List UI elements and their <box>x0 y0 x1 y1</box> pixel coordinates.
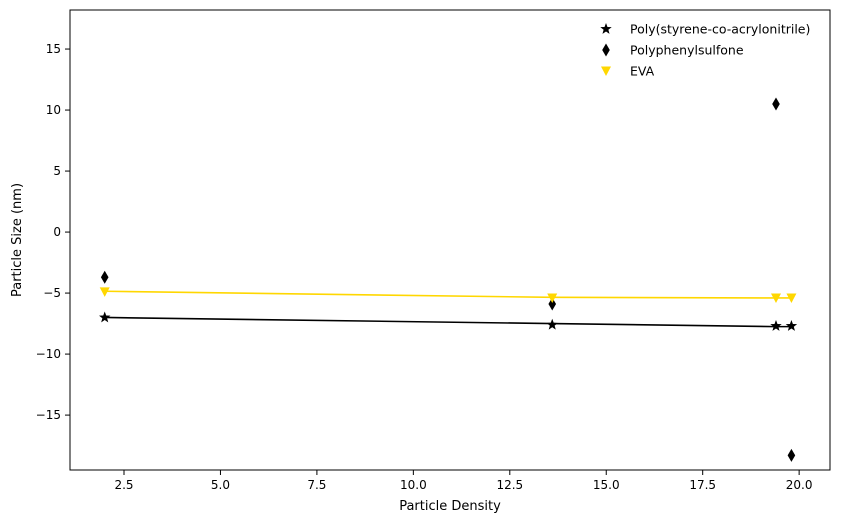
data-points <box>99 97 798 462</box>
series-line <box>104 290 792 299</box>
data-point <box>99 287 110 297</box>
x-tick-label: 7.5 <box>307 478 326 492</box>
y-tick-label: −15 <box>36 408 61 422</box>
x-tick-label: 12.5 <box>496 478 523 492</box>
y-tick-label: −5 <box>43 286 61 300</box>
legend-entry-label: EVA <box>630 64 655 79</box>
series-line <box>104 316 792 328</box>
plot-frame <box>69 9 831 471</box>
data-point <box>546 318 558 330</box>
legend-marker <box>602 43 610 57</box>
x-tick-label: 2.5 <box>114 478 133 492</box>
x-axis: 2.5 5.0 7.5 10.0 12.5 15.0 17.5 20.0 <box>114 470 812 492</box>
data-point <box>787 448 796 462</box>
y-axis: −15 −10 −5 0 5 10 15 <box>36 42 70 422</box>
data-point <box>100 270 109 284</box>
data-point <box>99 311 111 323</box>
data-point <box>770 293 781 303</box>
legend-entry-label: Polyphenylsulfone <box>630 43 744 58</box>
x-tick-label: 10.0 <box>400 478 427 492</box>
legend-marker <box>600 23 612 34</box>
y-tick-label: 5 <box>53 164 61 178</box>
x-tick-label: 20.0 <box>786 478 813 492</box>
y-tick-label: 0 <box>53 225 61 239</box>
data-point <box>770 320 782 331</box>
fit-lines <box>104 290 792 328</box>
y-tick-label: 15 <box>46 42 61 56</box>
legend-marker <box>601 66 611 76</box>
x-tick-label: 17.5 <box>689 478 716 492</box>
y-tick-label: 10 <box>46 103 61 117</box>
data-point <box>786 293 797 303</box>
x-axis-label: Particle Density <box>399 499 501 514</box>
data-point <box>547 293 558 303</box>
y-tick-label: −10 <box>36 347 61 361</box>
legend: Poly(styrene-co-acrylonitrile) Polyphenyl… <box>600 22 810 79</box>
data-point <box>772 97 780 111</box>
x-tick-label: 5.0 <box>211 478 230 492</box>
y-axis-label: Particle Size (nm) <box>10 183 25 297</box>
data-point <box>785 320 798 331</box>
legend-entry-label: Poly(styrene-co-acrylonitrile) <box>630 22 810 37</box>
x-tick-label: 15.0 <box>593 478 620 492</box>
data-point <box>548 297 557 311</box>
